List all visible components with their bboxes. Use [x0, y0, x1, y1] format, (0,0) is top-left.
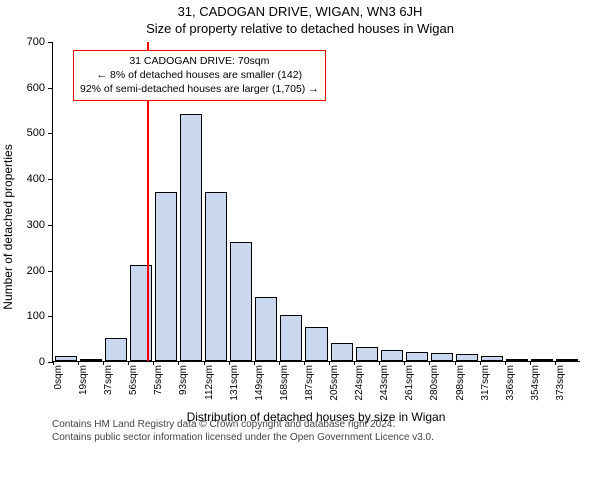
annotation-line-1: 31 CADOGAN DRIVE: 70sqm: [80, 54, 319, 68]
x-tick-label: 131sqm: [229, 365, 240, 401]
x-tick-label: 261sqm: [404, 365, 415, 401]
page-address-title: 31, CADOGAN DRIVE, WIGAN, WN3 6JH: [0, 4, 600, 19]
y-tick-label: 600: [27, 82, 53, 94]
x-tick-label: 19sqm: [78, 365, 89, 395]
bar-slot: 93sqm: [178, 114, 203, 361]
x-tick-label: 373sqm: [555, 365, 566, 401]
bar: [305, 327, 327, 361]
bar-slot: 205sqm: [329, 343, 354, 361]
bar: [255, 297, 277, 361]
bar-slot: 336sqm: [505, 359, 530, 361]
bar: [406, 352, 428, 361]
bar-slot: 149sqm: [254, 297, 279, 361]
x-tick-label: 243sqm: [379, 365, 390, 401]
annotation-line-2: ← 8% of detached houses are smaller (142…: [80, 68, 319, 82]
bar: [230, 242, 252, 361]
bar-slot: 243sqm: [379, 350, 404, 361]
y-tick-label: 500: [27, 127, 53, 139]
bar: [155, 192, 177, 361]
chart-area: Number of detached properties 0sqm19sqm3…: [52, 42, 580, 412]
y-tick-label: 700: [27, 36, 53, 48]
bar-slot: 261sqm: [404, 352, 429, 361]
x-axis-label: Distribution of detached houses by size …: [52, 410, 580, 424]
bar: [80, 359, 102, 361]
bar-slot: 280sqm: [429, 353, 454, 361]
bar: [556, 359, 578, 361]
y-axis-label: Number of detached properties: [1, 144, 15, 309]
attribution-line-2: Contains public sector information licen…: [52, 431, 600, 444]
y-tick-label: 0: [39, 356, 53, 368]
bar: [356, 347, 378, 361]
y-tick-label: 400: [27, 173, 53, 185]
x-tick-label: 93sqm: [178, 365, 189, 395]
x-tick-label: 75sqm: [153, 365, 164, 395]
x-tick-label: 205sqm: [329, 365, 340, 401]
x-tick-label: 56sqm: [128, 365, 139, 395]
bar-slot: 224sqm: [354, 347, 379, 361]
bar: [456, 354, 478, 361]
x-tick-label: 37sqm: [103, 365, 114, 395]
bar: [280, 315, 302, 361]
x-tick-label: 317sqm: [480, 365, 491, 401]
x-tick-label: 354sqm: [530, 365, 541, 401]
bar: [205, 192, 227, 361]
bar-slot: 56sqm: [128, 265, 153, 361]
page-subtitle: Size of property relative to detached ho…: [0, 21, 600, 36]
bar: [506, 359, 528, 361]
bar-slot: 19sqm: [78, 359, 103, 361]
x-tick-label: 187sqm: [304, 365, 315, 401]
x-tick-label: 0sqm: [53, 365, 64, 389]
x-tick-label: 149sqm: [254, 365, 265, 401]
annotation-line-3: 92% of semi-detached houses are larger (…: [80, 82, 319, 96]
x-tick-label: 336sqm: [505, 365, 516, 401]
bar-slot: 373sqm: [555, 359, 580, 361]
bar: [381, 350, 403, 361]
y-tick-label: 100: [27, 310, 53, 322]
bar-slot: 112sqm: [204, 192, 229, 361]
bar: [531, 359, 553, 361]
x-tick-label: 298sqm: [455, 365, 466, 401]
x-tick-label: 112sqm: [204, 365, 215, 400]
bar: [431, 353, 453, 361]
bar: [105, 338, 127, 361]
plot-region: 0sqm19sqm37sqm56sqm75sqm93sqm112sqm131sq…: [52, 42, 580, 362]
x-tick-label: 224sqm: [354, 365, 365, 401]
bar: [180, 114, 202, 361]
x-tick-label: 280sqm: [429, 365, 440, 401]
bar-slot: 317sqm: [480, 356, 505, 361]
x-tick-label: 168sqm: [279, 365, 290, 401]
annotation-box: 31 CADOGAN DRIVE: 70sqm ← 8% of detached…: [73, 50, 326, 101]
bar: [331, 343, 353, 361]
bar-slot: 298sqm: [455, 354, 480, 361]
bar-slot: 75sqm: [153, 192, 178, 361]
bar-slot: 0sqm: [53, 356, 78, 361]
bar-slot: 168sqm: [279, 315, 304, 361]
bar: [481, 356, 503, 361]
bar: [55, 356, 77, 361]
bar-slot: 131sqm: [229, 242, 254, 361]
y-tick-label: 300: [27, 219, 53, 231]
y-tick-label: 200: [27, 265, 53, 277]
bar-slot: 187sqm: [304, 327, 329, 361]
bar-slot: 354sqm: [530, 359, 555, 361]
bar-slot: 37sqm: [103, 338, 128, 361]
